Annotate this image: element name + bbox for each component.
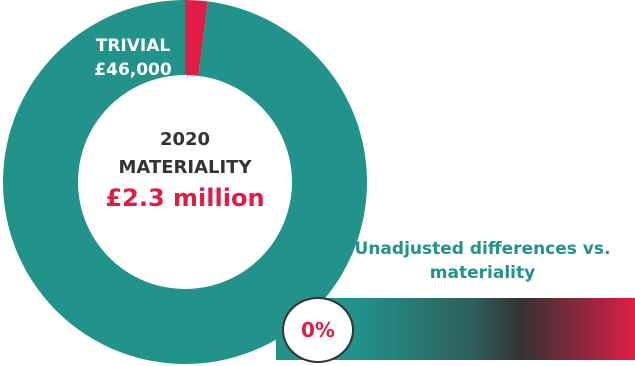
gauge-caption-line2: materiality [429, 263, 536, 283]
donut-center-label: 2020 MATERIALITY £2.3 million [90, 126, 280, 214]
materiality-year: 2020 [159, 129, 211, 150]
donut-slice-trivial [185, 0, 208, 76]
donut-slice-remaining [3, 0, 368, 364]
gauge-value: 0% [301, 318, 335, 342]
materiality-value: £2.3 million [105, 184, 265, 212]
gauge-value-circle: 0% [282, 297, 354, 363]
gauge-caption: Unadjusted differences vs. materiality [330, 237, 635, 285]
materiality-title: MATERIALITY [118, 157, 252, 178]
trivial-label: TRIVIAL £46,000 [78, 34, 188, 82]
trivial-label-title: TRIVIAL [95, 36, 171, 56]
gauge-caption-line1: Unadjusted differences vs. [354, 239, 611, 259]
trivial-label-value: £46,000 [94, 60, 172, 80]
